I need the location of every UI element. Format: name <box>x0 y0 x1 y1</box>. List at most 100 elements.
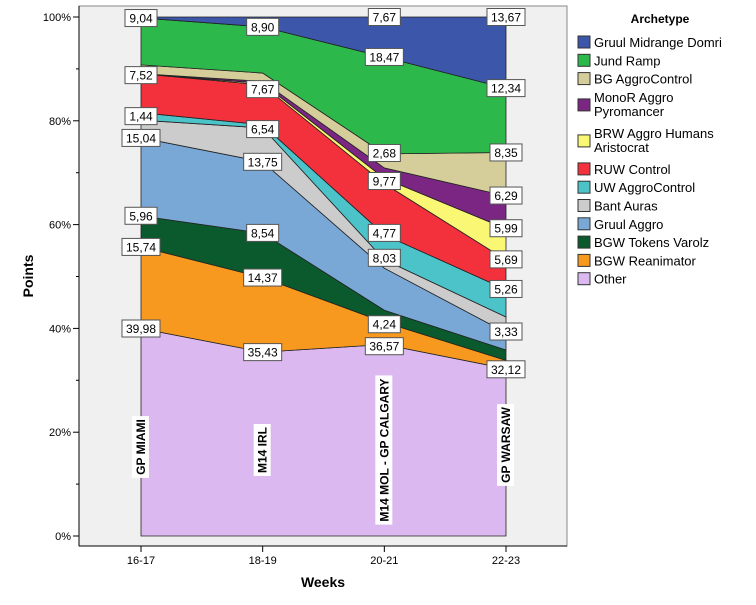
data-labels: 9,04 7,52 1,44 15,04 5,96 15,74 39,98 8,90 7,67 6… <box>121 8 526 379</box>
legend-item-jund-ramp: Jund Ramp <box>577 53 660 68</box>
y-tick-label: 20% <box>49 427 71 439</box>
data-label: 6,54 <box>246 120 280 139</box>
data-label-text: 7,67 <box>251 83 275 97</box>
legend-swatch <box>577 162 591 176</box>
data-label-box <box>124 206 158 225</box>
data-label-text: 5,26 <box>494 282 518 296</box>
legend-item-bgw-tokens-varolz: BGW Tokens Varolz <box>577 235 709 250</box>
data-label-text: 36,57 <box>369 340 399 354</box>
data-label: 15,74 <box>121 237 161 256</box>
legend-label: UW AggroControl <box>594 180 695 195</box>
data-label-box <box>246 17 280 36</box>
data-label: 9,77 <box>367 172 401 191</box>
data-label: 35,43 <box>243 343 283 362</box>
x-axis: 16-17 18-19 20-21 22-23 <box>79 545 567 567</box>
legend-label: Other <box>594 272 627 287</box>
annotation-text: M14 IRL <box>256 427 270 473</box>
data-label: 7,67 <box>367 8 401 26</box>
legend-label: MonoR Aggro <box>594 90 674 105</box>
legend-label: Pyromancer <box>594 104 665 119</box>
data-label-box <box>486 8 526 26</box>
legend-swatch <box>577 72 591 86</box>
data-label: 15,04 <box>121 128 161 147</box>
data-label-text: 5,99 <box>494 222 518 236</box>
legend-swatch <box>577 180 591 194</box>
area-layers <box>140 16 507 537</box>
legend-title: Archetype <box>631 12 690 26</box>
data-label-text: 8,90 <box>251 20 275 34</box>
data-label-box <box>243 343 283 362</box>
data-label-text: 6,29 <box>494 189 518 203</box>
data-label-text: 18,47 <box>369 50 399 64</box>
data-label-text: 15,74 <box>126 240 156 254</box>
data-label-box <box>489 279 523 298</box>
data-label-box <box>124 66 158 85</box>
annotation-m14-irl: M14 IRL <box>253 423 271 477</box>
legend-label: Bant Auras <box>594 199 658 214</box>
data-label-text: 5,96 <box>129 209 153 223</box>
data-label-text: 32,12 <box>491 363 521 377</box>
data-label: 8,03 <box>367 248 401 267</box>
y-tick-label: 60% <box>49 220 71 232</box>
legend-swatch <box>577 253 591 267</box>
data-label: 4,77 <box>367 223 401 242</box>
data-label: 12,34 <box>486 79 526 98</box>
legend-label: BGW Tokens Varolz <box>594 235 709 250</box>
annotation-text: GP MIAMI <box>134 419 148 475</box>
legend-label: Aristocrat <box>594 140 649 155</box>
data-label-text: 3,33 <box>494 325 518 339</box>
data-label: 13,67 <box>486 8 526 26</box>
data-label-box <box>367 248 401 267</box>
data-label: 8,54 <box>246 223 280 242</box>
data-label-box <box>489 186 523 205</box>
legend-swatch <box>577 134 591 148</box>
annotation-background <box>497 404 514 486</box>
legend-swatch <box>577 272 591 286</box>
data-label-box <box>367 8 401 26</box>
legend-label: BG AggroControl <box>594 72 692 87</box>
x-tick-label: 22-23 <box>492 555 520 567</box>
data-label: 1,44 <box>124 107 158 126</box>
data-label-box <box>121 319 161 338</box>
data-label-box <box>367 172 401 191</box>
data-label-text: 14,37 <box>248 271 278 285</box>
data-label: 8,35 <box>489 143 523 162</box>
x-tick-label: 18-19 <box>249 555 277 567</box>
data-label: 36,57 <box>364 337 404 356</box>
legend: Archetype Gruul Midrange Domri Jund Ramp B… <box>577 12 722 287</box>
x-tick-label: 16-17 <box>127 555 155 567</box>
annotation-m14-mol-gp-calgary: M14 MOL - GP CALGARY <box>375 375 393 525</box>
data-label-box <box>489 219 523 238</box>
data-label-box <box>364 337 404 356</box>
data-label: 7,67 <box>246 80 280 99</box>
data-label-text: 2,68 <box>373 146 397 160</box>
annotation-background <box>253 423 271 477</box>
data-label-text: 13,67 <box>491 11 521 25</box>
legend-label: RUW Control <box>594 162 671 177</box>
y-axis: 0% 20% 40% 60% 80% 100% <box>43 6 80 546</box>
legend-item-gruul-aggro: Gruul Aggro <box>577 217 663 232</box>
data-label-text: 8,54 <box>251 226 275 240</box>
legend-item-bg-aggrocontrol: BG AggroControl <box>577 72 692 87</box>
legend-swatch <box>577 235 591 249</box>
legend-label: BGW Reanimator <box>594 253 697 268</box>
y-tick-label: 0% <box>55 531 71 543</box>
data-label-box <box>367 143 401 162</box>
legend-label: Gruul Aggro <box>594 217 663 232</box>
area-other <box>140 328 507 537</box>
legend-item-ruw-control: RUW Control <box>577 162 671 177</box>
legend-swatch <box>577 53 591 67</box>
data-label: 39,98 <box>121 319 161 338</box>
data-label: 5,99 <box>489 219 523 238</box>
annotation-background <box>375 375 393 525</box>
data-label-box <box>121 128 161 147</box>
data-label-text: 39,98 <box>126 322 156 336</box>
data-label-text: 9,77 <box>373 175 397 189</box>
y-axis-title: Points <box>20 254 36 297</box>
y-tick-label: 80% <box>49 116 71 128</box>
data-label: 5,26 <box>489 279 523 298</box>
annotation-gp-miami: GP MIAMI <box>132 416 149 478</box>
y-tick-label: 100% <box>43 12 71 24</box>
